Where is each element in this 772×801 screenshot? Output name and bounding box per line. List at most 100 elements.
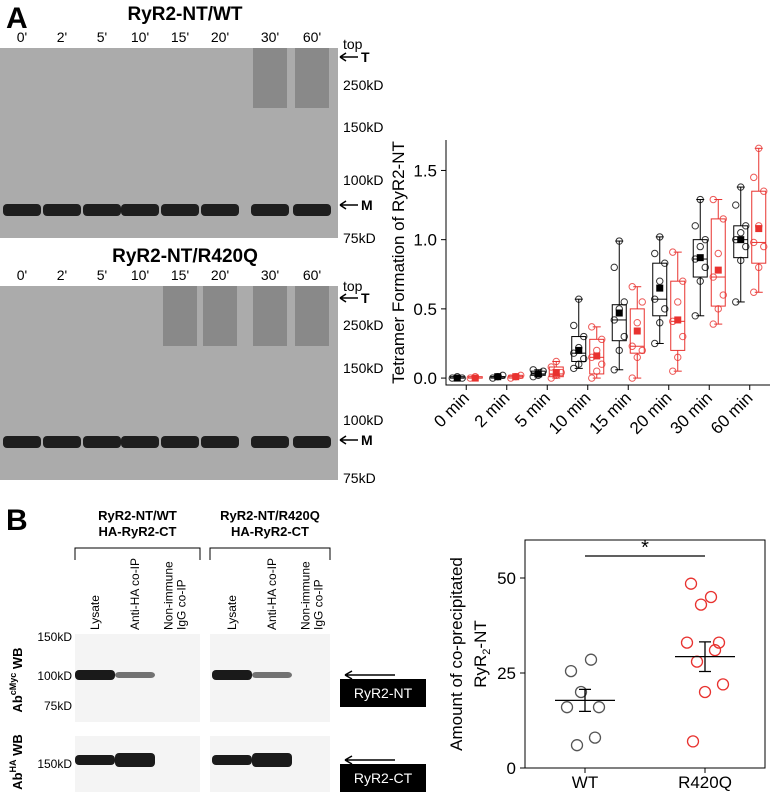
point <box>570 739 584 752</box>
band <box>115 672 155 678</box>
axis <box>445 140 770 386</box>
point <box>574 685 588 699</box>
arrow <box>344 755 395 765</box>
band <box>115 753 155 767</box>
point <box>696 195 704 204</box>
point <box>651 249 659 258</box>
point <box>732 201 740 209</box>
band <box>251 436 289 448</box>
marker-label: 75kD <box>343 470 376 486</box>
row-label: AbcMyc WB <box>8 647 25 712</box>
blot-title: RyR2-NT/WT <box>127 4 242 25</box>
point <box>560 701 574 714</box>
band <box>3 204 41 216</box>
point <box>628 374 636 382</box>
point <box>691 312 699 320</box>
point <box>694 598 708 611</box>
point <box>651 339 659 348</box>
point <box>588 323 596 331</box>
band <box>43 204 81 216</box>
mean <box>633 327 641 335</box>
lane-label: 20' <box>211 29 229 45</box>
marker-label: 75kD <box>44 699 72 713</box>
band <box>201 436 239 448</box>
mean <box>656 284 664 292</box>
marker-label: 250kD <box>343 317 383 333</box>
x-tick-label: 30 min <box>667 388 717 438</box>
mean <box>714 266 722 274</box>
y-tick-label: 0.5 <box>413 300 437 319</box>
box <box>652 262 668 317</box>
band <box>121 204 159 216</box>
point <box>701 235 709 244</box>
point <box>742 222 750 230</box>
y-axis-label-base: RyR <box>471 655 490 688</box>
lane-label: 2' <box>57 267 67 283</box>
y-tick-label: 1.5 <box>413 161 437 180</box>
y-tick-label: 0 <box>507 759 516 778</box>
point <box>737 229 745 237</box>
band <box>43 436 81 448</box>
point <box>737 183 745 191</box>
point <box>709 195 717 204</box>
box <box>751 190 767 264</box>
lane-label: IgG co-IP <box>312 579 326 630</box>
point <box>638 298 646 306</box>
smear <box>295 286 329 346</box>
point <box>656 233 664 241</box>
antibody-sup: HA <box>8 759 18 772</box>
lane-label: 0' <box>17 267 27 283</box>
mean <box>453 374 461 382</box>
x-tick-label: 0 min <box>430 388 473 431</box>
mean <box>615 309 623 317</box>
mean <box>674 316 682 324</box>
y-axis-label-line: Amount of co-precipitated <box>447 557 466 751</box>
point <box>610 366 618 374</box>
point <box>750 173 758 182</box>
marker-label: top <box>343 36 363 52</box>
marker-label: M <box>361 432 373 448</box>
marker-label: 150kD <box>37 757 72 771</box>
point <box>669 248 677 256</box>
group-label: RyR2-NT/R420Q <box>220 508 320 523</box>
arrow <box>339 435 358 445</box>
point <box>610 316 618 324</box>
band <box>75 670 115 680</box>
point <box>696 242 704 251</box>
mean <box>575 346 583 354</box>
lane-label: 10' <box>131 267 149 283</box>
point <box>564 664 578 678</box>
smear <box>295 48 329 108</box>
antibody: Ab <box>10 772 25 789</box>
point <box>709 320 717 328</box>
row-suffix: WB <box>10 647 25 672</box>
bracket <box>209 547 331 560</box>
antibody: Ab <box>10 695 25 712</box>
point <box>742 242 750 251</box>
point <box>547 363 555 371</box>
bracket <box>74 547 201 560</box>
band <box>3 436 41 448</box>
point <box>714 305 722 313</box>
point <box>651 295 659 303</box>
point <box>570 364 578 373</box>
lane-label: IgG co-IP <box>175 579 189 630</box>
box <box>548 366 564 378</box>
point <box>680 636 694 649</box>
band <box>293 204 331 216</box>
arrow <box>339 52 358 62</box>
marker-label: 100kD <box>343 172 383 188</box>
marker-label: T <box>361 49 370 65</box>
lane-label: 30' <box>261 267 279 283</box>
point <box>661 305 669 313</box>
marker-label: 100kD <box>37 669 72 683</box>
lane-label: 60' <box>303 29 321 45</box>
point <box>656 319 664 327</box>
point <box>593 367 601 375</box>
row-suffix: WB <box>10 734 25 759</box>
point <box>669 367 677 375</box>
y-axis-label-rest: -NT <box>471 620 490 648</box>
band <box>252 672 292 678</box>
point <box>750 288 758 296</box>
